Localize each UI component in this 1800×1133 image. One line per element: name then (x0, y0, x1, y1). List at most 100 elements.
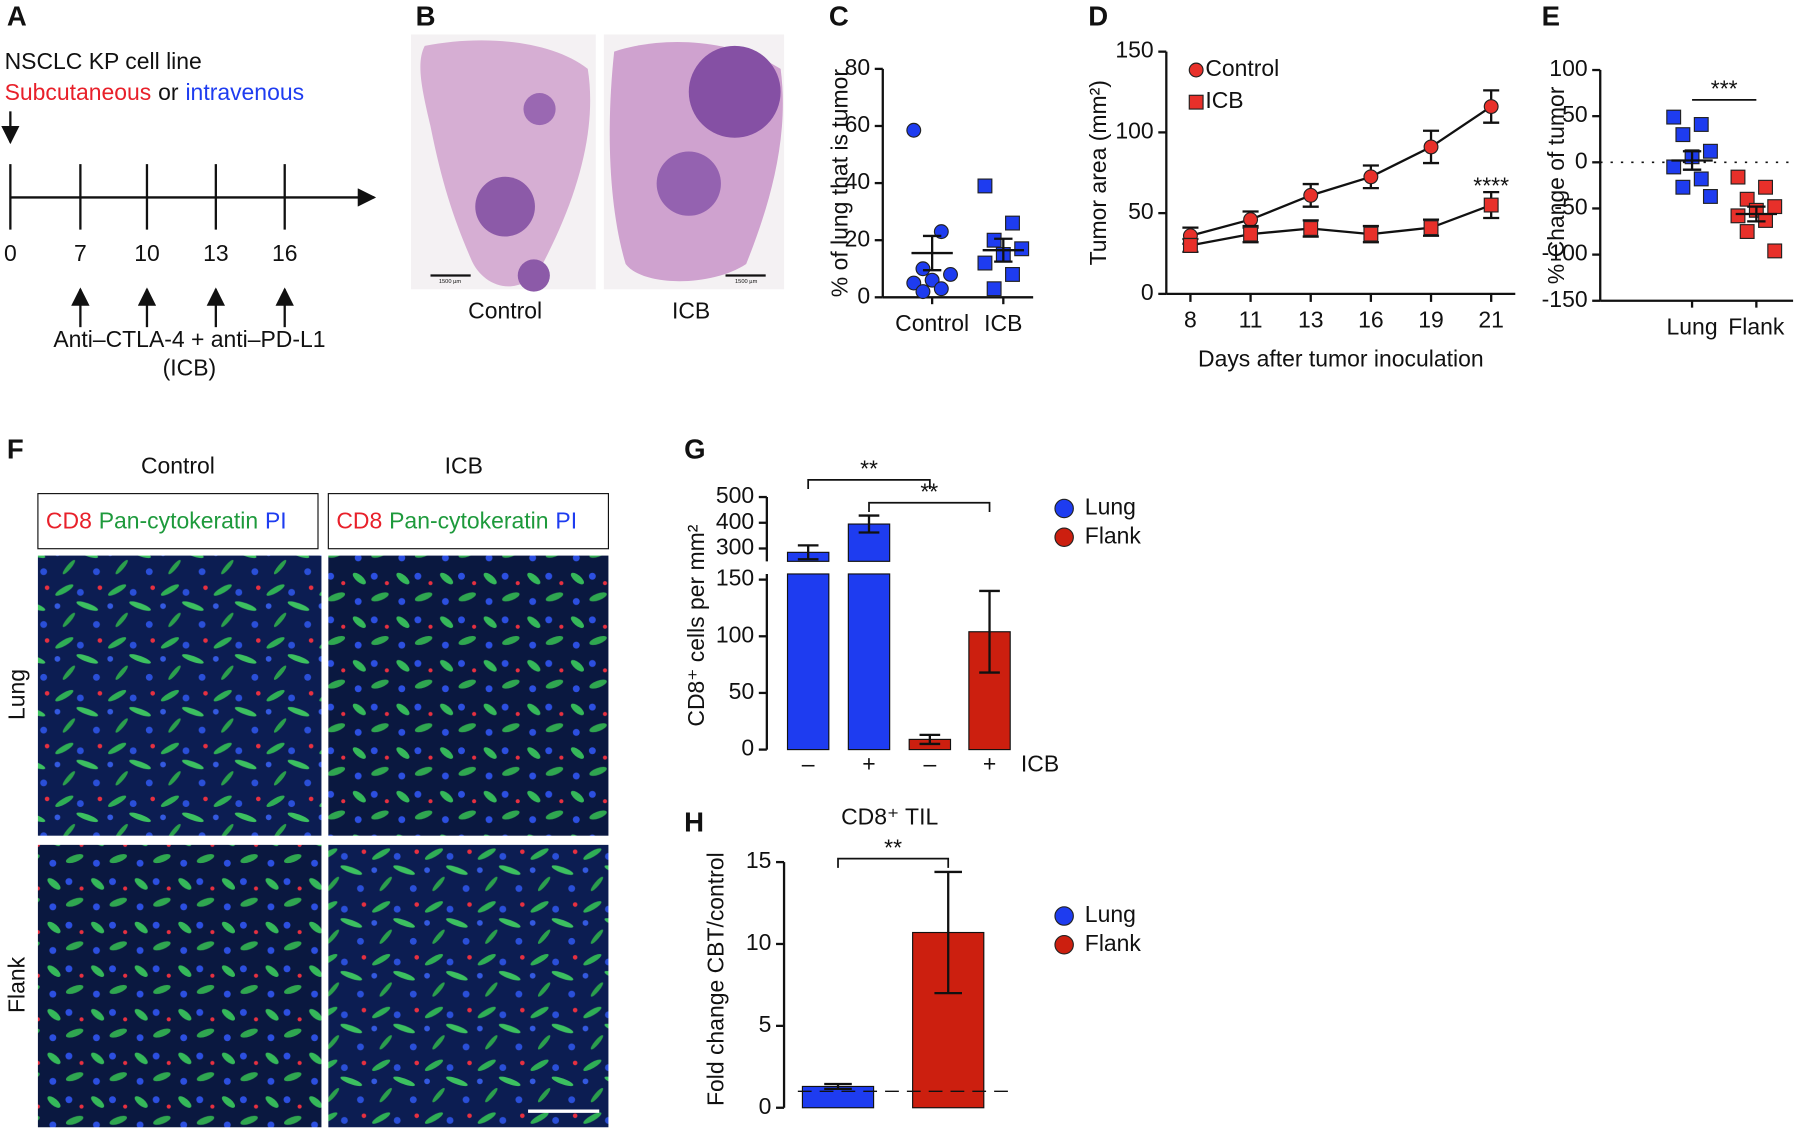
route-sc: Subcutaneous (5, 79, 152, 105)
y-tick-label: 150 (716, 565, 754, 591)
y-tick-label: 150 (1115, 37, 1153, 63)
stain-legend: CD8 Pan-cytokeratin PI CD8 Pan-cytokeratin PI (46, 507, 577, 533)
marker (1767, 199, 1783, 215)
marker (977, 255, 993, 271)
panel-label: A (7, 1, 27, 32)
timeline-day: 7 (74, 240, 87, 266)
route-or: or (158, 79, 179, 105)
marker (1483, 99, 1499, 115)
treatment: Anti–CTLA-4 + anti–PD-L1 (53, 326, 325, 352)
y-tick-label: 40 (845, 168, 871, 194)
y-tick-label: 0 (1141, 279, 1154, 305)
y-tick-label: 400 (716, 508, 754, 534)
y-tick-label: 0 (759, 1093, 772, 1119)
panel-label: G (684, 433, 705, 464)
chart-title: CD8⁺ TIL (841, 804, 938, 830)
stain-legend-text: CD8 Pan-cytokeratin PI (336, 507, 577, 533)
marker (1730, 208, 1746, 224)
treatment-abbr: (ICB) (163, 355, 217, 381)
x-tick-label: 13 (1298, 306, 1324, 332)
tumor (688, 45, 781, 138)
legend-marker (1054, 527, 1074, 547)
marker (1243, 212, 1259, 228)
route: Subcutaneous or intravenous (5, 79, 304, 105)
y-tick-label: 0 (857, 282, 870, 308)
x-tick-label: – (802, 751, 815, 777)
y-tick-label: -100 (1542, 240, 1588, 266)
if-image (328, 555, 609, 836)
marker (1693, 171, 1709, 187)
if-image (328, 844, 609, 1128)
series-line (1190, 105, 1492, 237)
stain-name: PI (265, 507, 287, 533)
stain-box (327, 493, 610, 550)
stain-box (37, 493, 319, 550)
marker (933, 281, 949, 297)
timeline-days: 0 7 10 13 16 (4, 164, 298, 328)
legend-label: ICB (1205, 87, 1243, 113)
marker (906, 275, 922, 291)
significance-bracket (868, 501, 991, 512)
significance-bracket (807, 478, 931, 490)
marker (1188, 62, 1204, 78)
marker (1005, 215, 1020, 231)
stain-name: PI (555, 507, 577, 533)
if-image (37, 844, 322, 1128)
annotation: **** (1473, 173, 1509, 199)
scale-bar-label: 1500 µm (735, 279, 758, 285)
marker (906, 122, 922, 138)
stain-name: CD8 (336, 507, 382, 533)
y-tick-label: 80 (845, 54, 871, 80)
y-tick-label: 5 (759, 1011, 772, 1037)
legend-marker (1054, 934, 1074, 955)
y-tick-label: 10 (746, 929, 772, 955)
y-axis-label: CD8⁺ cells per mm² (683, 524, 709, 726)
column-label: Control (141, 452, 215, 478)
x-tick-label: – (923, 751, 936, 777)
y-axis-label: % of lung that is tumor (827, 69, 853, 298)
y-tick-label: 50 (729, 678, 755, 704)
marker (924, 272, 940, 288)
marker (1693, 117, 1709, 132)
panel-label: D (1088, 1, 1108, 32)
x-tick-label: 8 (1184, 306, 1197, 332)
x-tick-label: 16 (1358, 306, 1384, 332)
row-label: Lung (3, 669, 29, 720)
marker (1182, 237, 1198, 253)
timeline-day: 10 (134, 240, 160, 266)
timeline-day: 13 (203, 240, 229, 266)
y-tick-label: 20 (845, 225, 871, 251)
y-tick-label: 0 (741, 735, 754, 761)
x-axis-label: ICB (1021, 751, 1059, 777)
image-label: Control (468, 297, 542, 323)
marker (1702, 143, 1718, 159)
x-axis-label: Days after tumor inoculation (1198, 346, 1484, 372)
marker (1423, 220, 1439, 236)
if-image (37, 555, 322, 836)
x-tick-label: Control (895, 310, 969, 336)
y-tick-label: 0 (1575, 147, 1588, 173)
marker (1483, 197, 1499, 213)
legend-marker (1054, 498, 1074, 519)
marker (1303, 221, 1319, 236)
legend-label: Lung (1085, 494, 1136, 520)
marker (977, 178, 993, 194)
legend-marker (1054, 906, 1074, 926)
x-tick-label: 11 (1239, 306, 1263, 332)
cell-line: NSCLC KP cell line (5, 48, 202, 74)
timeline-day: 16 (272, 240, 298, 266)
panel-label: C (829, 1, 849, 32)
tumor (523, 92, 556, 126)
significance-label: ** (920, 479, 938, 505)
marker (1739, 224, 1755, 239)
significance-bracket (837, 857, 950, 868)
marker (1014, 241, 1030, 257)
y-tick-label: 100 (1549, 55, 1587, 81)
y-tick-label: 100 (716, 621, 754, 647)
stain-name: CD8 (46, 507, 92, 533)
y-tick-label: 100 (1115, 117, 1153, 143)
x-tick-label: 19 (1418, 306, 1444, 332)
significance-label: ** (884, 835, 902, 861)
marker (943, 267, 958, 282)
marker (1767, 243, 1783, 259)
